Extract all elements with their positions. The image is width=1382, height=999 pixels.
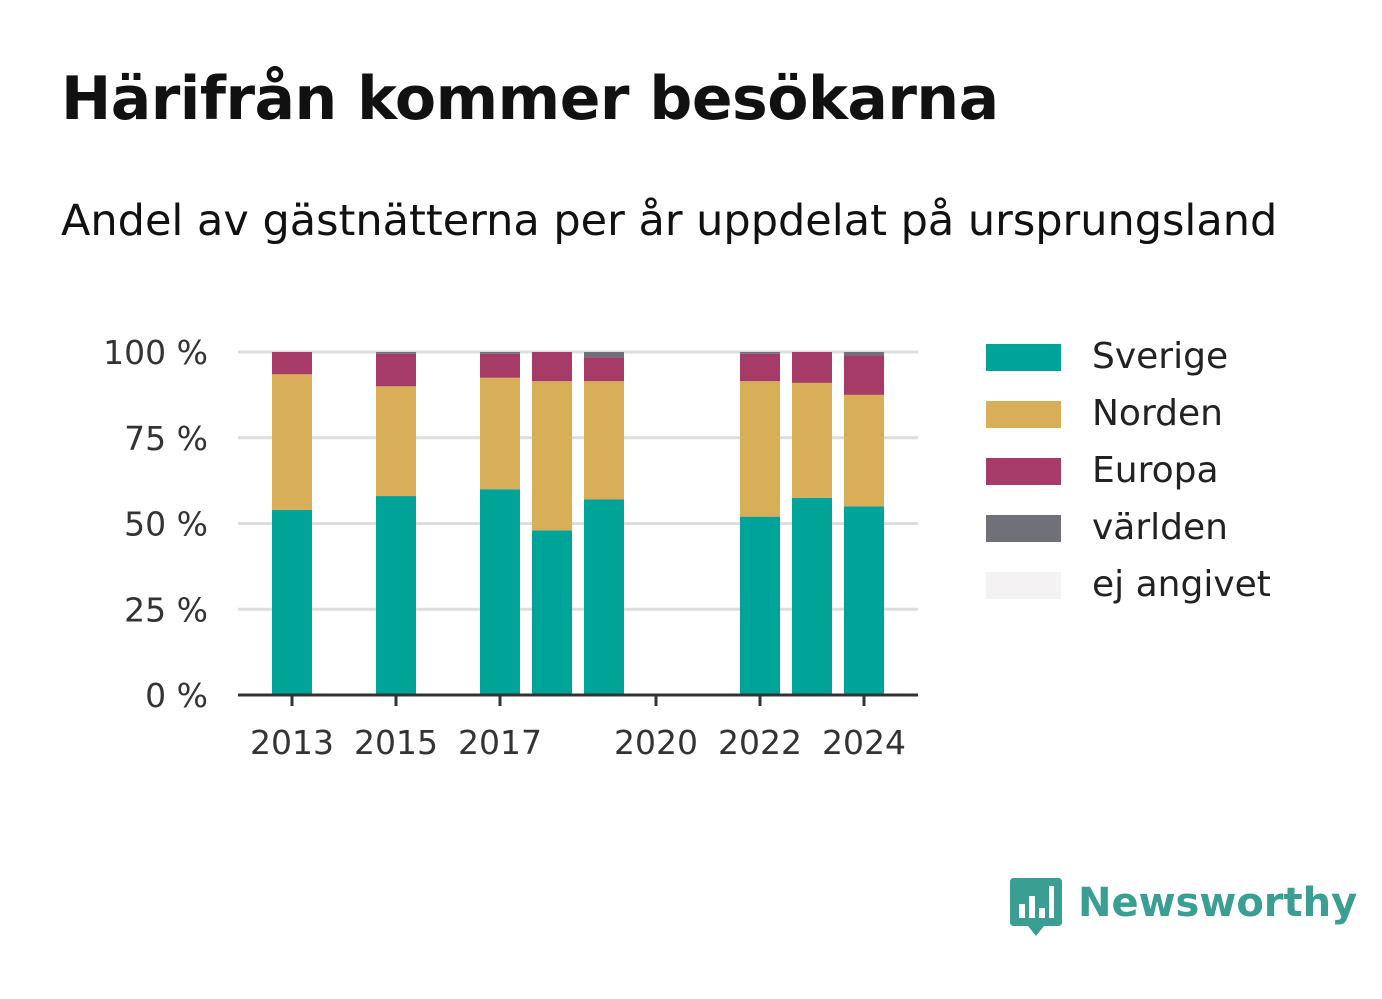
chart-subtitle: Andel av gästnätterna per år uppdelat på… [61,196,1278,246]
bar-segment [376,353,416,387]
bar-group [272,352,884,695]
bar-segment [584,381,624,500]
legend-swatch [986,458,1061,485]
x-tick-label: 2017 [458,723,542,762]
bar-segment [740,353,780,382]
brand-name: Newsworthy [1078,880,1358,926]
bar-segment [376,352,416,354]
x-tick-label: 2013 [250,723,334,762]
bar-segment [376,386,416,497]
bar-segment [844,394,884,507]
axes: 0 % 25 % 50 % 75 % 100 % 2013 2015 2017 2020 2022… [103,333,918,762]
y-tick-label: 50 % [124,505,208,544]
y-tick-label: 25 % [124,590,208,629]
x-tick-label: 2024 [822,723,906,762]
bar-segment [376,496,416,695]
bar-segment [844,352,884,356]
legend-label: Norden [1092,393,1223,434]
x-tick-label: 2015 [354,723,438,762]
bar-segment [740,516,780,695]
bar-segment [740,381,780,517]
legend-label: världen [1092,507,1228,548]
bar-segment [272,374,312,510]
x-tick-label: 2020 [614,723,698,762]
bar-segment [272,352,312,375]
y-tick-label: 100 % [103,333,208,372]
bar-segment [792,352,832,383]
legend-label: Europa [1092,450,1219,491]
legend-swatch [986,572,1061,599]
newsworthy-logo-icon [1010,878,1062,936]
bar-segment [740,352,780,354]
bar-segment [532,530,572,695]
chart-title: Härifrån kommer besökarna [61,64,999,134]
legend-swatch [986,515,1061,542]
bar-segment [584,357,624,382]
bar-segment [532,352,572,382]
bar-segment [480,489,520,695]
legend-swatch [986,344,1061,371]
bar-segment [480,353,520,378]
stacked-bar-chart: 0 % 25 % 50 % 75 % 100 % 2013 2015 2017 2020 2022… [103,333,918,762]
legend-swatch [986,401,1061,428]
bar-segment [792,497,832,695]
bar-segment [584,499,624,695]
legend-label: ej angivet [1092,564,1271,605]
bar-segment [584,352,624,358]
y-tick-label: 75 % [124,419,208,458]
bar-segment [844,355,884,395]
bar-segment [272,509,312,695]
x-tick-label: 2022 [718,723,802,762]
y-tick-label: 0 % [145,676,208,715]
bar-segment [480,352,520,354]
bar-segment [844,506,884,695]
bar-segment [792,382,832,498]
bar-segment [532,381,572,531]
bar-segment [480,377,520,490]
legend-label: Sverige [1092,336,1229,377]
